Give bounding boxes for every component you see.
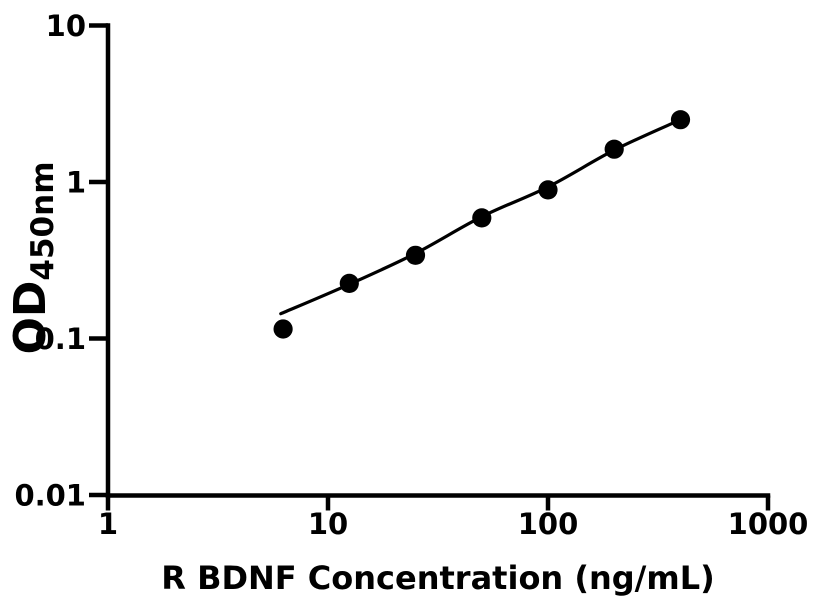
y-tick-label: 0.01 <box>14 479 86 513</box>
data-point <box>538 180 558 200</box>
y-tick-label: 0.1 <box>35 322 86 356</box>
x-tick-label: 1000 <box>728 507 809 541</box>
x-axis-title: R BDNF Concentration (ng/mL) <box>161 559 714 597</box>
y-axis-title-subscript: 450nm <box>25 161 61 280</box>
y-axis-title: OD450nm <box>5 161 61 354</box>
y-tick-label: 1 <box>66 166 86 200</box>
x-tick-label: 10 <box>308 507 348 541</box>
x-tick-label: 100 <box>518 507 579 541</box>
data-point <box>604 139 624 159</box>
data-point <box>472 208 492 228</box>
data-point <box>339 273 359 293</box>
y-tick-label: 10 <box>46 9 86 43</box>
data-point <box>273 319 293 339</box>
x-tick-label: 1 <box>98 507 118 541</box>
data-point <box>670 110 691 130</box>
data-point <box>405 245 426 265</box>
